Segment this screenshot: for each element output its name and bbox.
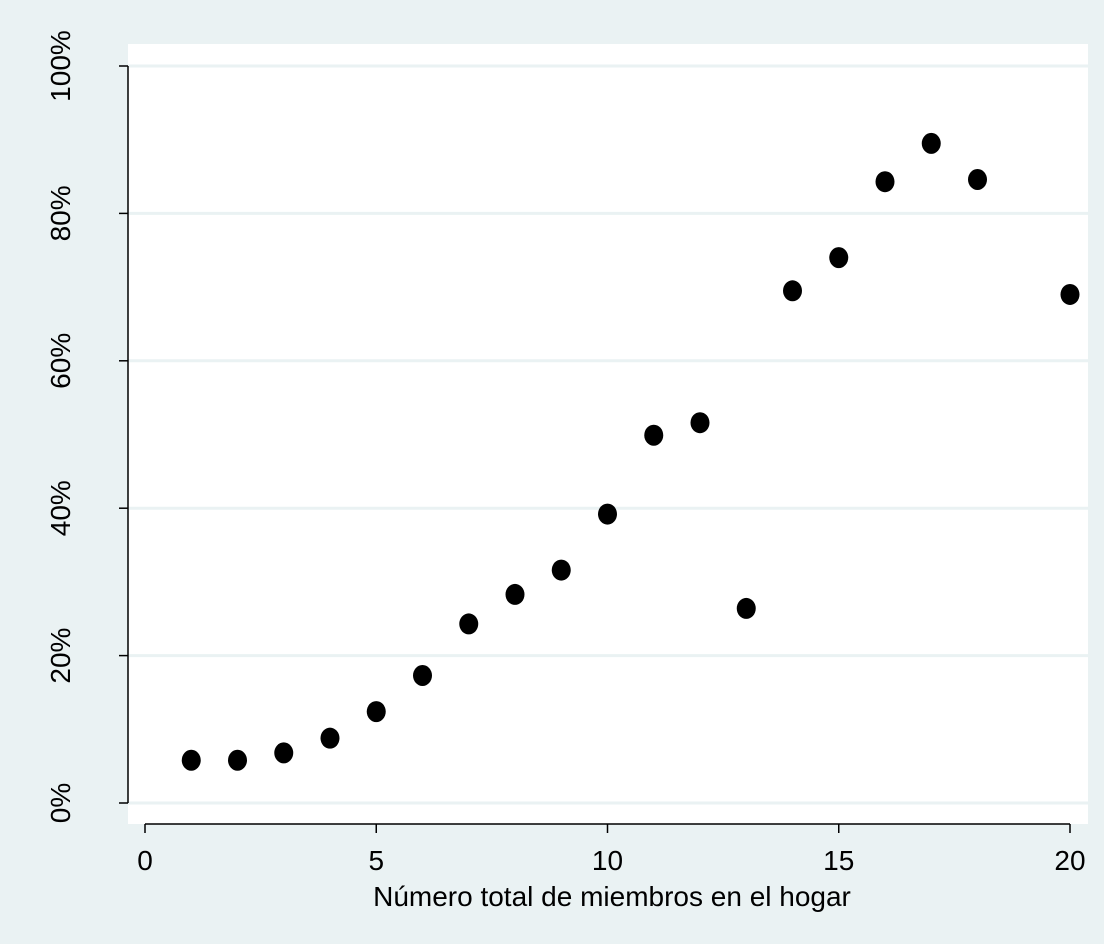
data-point — [367, 701, 386, 722]
data-point — [922, 133, 941, 154]
data-point — [829, 247, 848, 268]
data-point — [1061, 284, 1080, 305]
data-point — [228, 750, 247, 771]
data-point — [783, 280, 802, 301]
data-point — [644, 425, 663, 446]
y-tick-label: 100% — [45, 30, 76, 102]
data-point — [876, 171, 895, 192]
data-point — [691, 412, 710, 433]
x-tick-label: 0 — [137, 845, 153, 876]
data-point — [552, 560, 571, 581]
y-tick-label: 40% — [45, 480, 76, 536]
data-point — [968, 169, 987, 190]
data-point — [274, 742, 293, 763]
data-point — [737, 598, 756, 619]
x-tick-label: 10 — [592, 845, 623, 876]
data-point — [413, 665, 432, 686]
y-tick-label: 60% — [45, 333, 76, 389]
data-point — [598, 504, 617, 525]
x-axis-title: Número total de miembros en el hogar — [373, 881, 851, 912]
y-tick-label: 80% — [45, 185, 76, 241]
plot-area — [128, 44, 1088, 824]
x-tick-label: 15 — [823, 845, 854, 876]
y-tick-label: 20% — [45, 628, 76, 684]
data-point — [506, 584, 525, 605]
data-point — [459, 613, 478, 634]
data-point — [182, 750, 201, 771]
x-tick-label: 5 — [368, 845, 384, 876]
y-tick-label: 0% — [45, 783, 76, 823]
x-tick-label: 20 — [1054, 845, 1085, 876]
data-point — [321, 728, 340, 749]
